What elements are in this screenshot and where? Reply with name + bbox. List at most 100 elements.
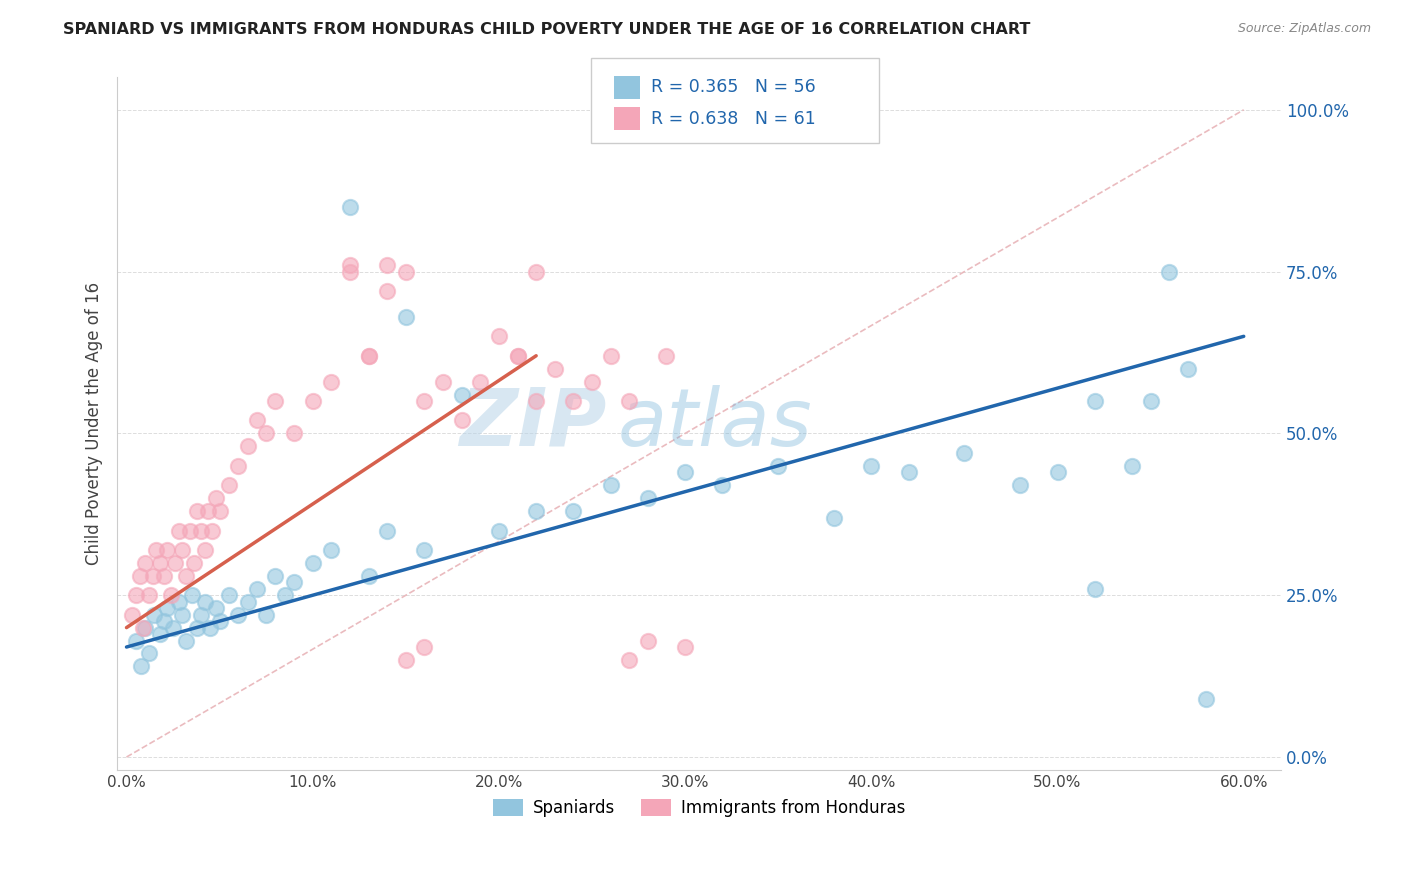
Point	[156, 601, 179, 615]
Point	[860, 458, 883, 473]
Point	[375, 284, 398, 298]
Point	[1046, 465, 1069, 479]
Point	[524, 394, 547, 409]
Point	[1139, 394, 1161, 409]
Point	[125, 633, 148, 648]
Point	[395, 653, 418, 667]
Point	[488, 329, 510, 343]
Point	[1121, 458, 1143, 473]
Point	[506, 349, 529, 363]
Point	[283, 426, 305, 441]
Text: R = 0.638   N = 61: R = 0.638 N = 61	[651, 110, 815, 128]
Point	[301, 394, 323, 409]
Point	[581, 375, 603, 389]
Point	[264, 394, 287, 409]
Point	[143, 607, 166, 622]
Point	[132, 621, 155, 635]
Point	[432, 375, 454, 389]
Point	[953, 446, 976, 460]
Point	[673, 465, 696, 479]
Point	[619, 394, 641, 409]
Point	[544, 361, 567, 376]
Legend: Spaniards, Immigrants from Honduras: Spaniards, Immigrants from Honduras	[486, 792, 911, 824]
Point	[254, 607, 277, 622]
Point	[236, 439, 259, 453]
Text: SPANIARD VS IMMIGRANTS FROM HONDURAS CHILD POVERTY UNDER THE AGE OF 16 CORRELATI: SPANIARD VS IMMIGRANTS FROM HONDURAS CHI…	[63, 22, 1031, 37]
Point	[766, 458, 789, 473]
Point	[562, 504, 585, 518]
Point	[131, 659, 153, 673]
Point	[125, 588, 148, 602]
Point	[637, 491, 659, 505]
Point	[236, 595, 259, 609]
Point	[197, 504, 219, 518]
Point	[897, 465, 920, 479]
Text: atlas: atlas	[617, 384, 813, 463]
Point	[395, 310, 418, 324]
Y-axis label: Child Poverty Under the Age of 16: Child Poverty Under the Age of 16	[86, 282, 103, 566]
Point	[149, 556, 172, 570]
Point	[138, 647, 160, 661]
Point	[321, 375, 343, 389]
Point	[413, 543, 436, 558]
Point	[562, 394, 585, 409]
Point	[1010, 478, 1032, 492]
Point	[163, 556, 186, 570]
Point	[357, 349, 380, 363]
Point	[283, 575, 305, 590]
Point	[128, 569, 150, 583]
Point	[339, 265, 361, 279]
Point	[375, 258, 398, 272]
Point	[194, 595, 217, 609]
Point	[637, 633, 659, 648]
Point	[167, 595, 190, 609]
Point	[506, 349, 529, 363]
Point	[488, 524, 510, 538]
Point	[121, 607, 143, 622]
Point	[174, 633, 197, 648]
Point	[619, 653, 641, 667]
Point	[246, 413, 269, 427]
Point	[149, 627, 172, 641]
Point	[264, 569, 287, 583]
Point	[413, 640, 436, 654]
Point	[1084, 394, 1107, 409]
Point	[190, 607, 212, 622]
Point	[655, 349, 678, 363]
Point	[673, 640, 696, 654]
Point	[357, 349, 380, 363]
Point	[357, 569, 380, 583]
Point	[160, 588, 183, 602]
Point	[470, 375, 492, 389]
Point	[183, 556, 205, 570]
Point	[1084, 582, 1107, 596]
Point	[200, 621, 222, 635]
Point	[450, 413, 472, 427]
Point	[524, 265, 547, 279]
Point	[162, 621, 184, 635]
Point	[208, 504, 231, 518]
Point	[138, 588, 160, 602]
Point	[186, 621, 208, 635]
Point	[142, 569, 165, 583]
Point	[599, 349, 621, 363]
Point	[208, 614, 231, 628]
Point	[172, 543, 194, 558]
Point	[301, 556, 323, 570]
Point	[1159, 265, 1181, 279]
Point	[205, 601, 228, 615]
Point	[134, 556, 156, 570]
Point	[711, 478, 734, 492]
Point	[524, 504, 547, 518]
Point	[226, 458, 249, 473]
Point	[218, 588, 240, 602]
Point	[321, 543, 343, 558]
Point	[201, 524, 224, 538]
Point	[179, 524, 201, 538]
Point	[156, 543, 179, 558]
Point	[246, 582, 269, 596]
Point	[205, 491, 228, 505]
Point	[395, 265, 418, 279]
Point	[339, 258, 361, 272]
Point	[1177, 361, 1199, 376]
